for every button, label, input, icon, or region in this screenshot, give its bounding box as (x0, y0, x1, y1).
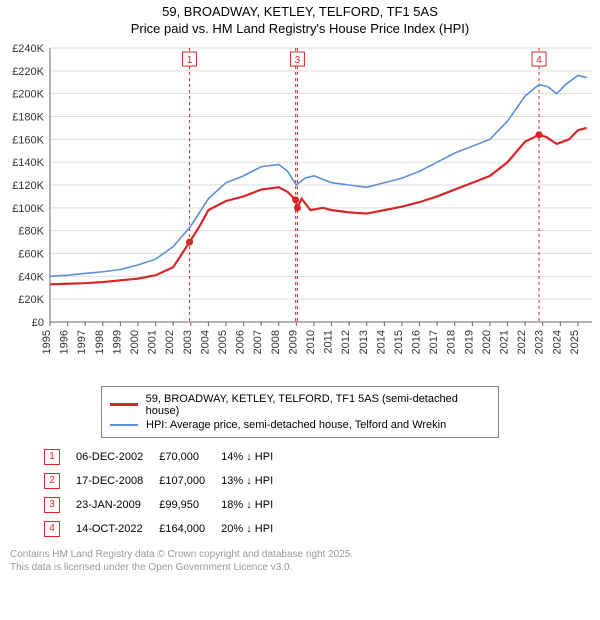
marker-delta: 13% ↓ HPI (221, 470, 287, 492)
y-tick-label: £240K (12, 43, 44, 55)
marker-delta: 20% ↓ HPI (221, 518, 287, 540)
x-tick-label: 2012 (340, 330, 352, 354)
chart-title-block: 59, BROADWAY, KETLEY, TELFORD, TF1 5AS P… (0, 0, 600, 40)
x-tick-label: 2020 (481, 330, 493, 354)
chart-area: £0 £20K £40K £60K £80K £100K £120K £140K £160K £1… (0, 40, 600, 380)
y-tick-label: £120K (12, 180, 44, 192)
marker-number: 2 (44, 473, 60, 489)
marker-price: £99,950 (159, 494, 219, 516)
x-tick-label: 2011 (323, 330, 335, 354)
x-tick-label: 2006 (235, 330, 247, 354)
x-tick-label: 2016 (411, 330, 423, 354)
x-tick-label: 2000 (129, 330, 141, 354)
chart-svg: £0 £20K £40K £60K £80K £100K £120K £140K £160K £1… (0, 40, 600, 380)
y-tick-label: £160K (12, 134, 44, 146)
table-row: 1 06-DEC-2002£70,00014% ↓ HPI (44, 446, 287, 468)
callout-number: 1 (187, 55, 193, 66)
y-tick-label: £60K (18, 248, 44, 260)
table-row: 3 23-JAN-2009£99,95018% ↓ HPI (44, 494, 287, 516)
x-tick-label: 1998 (94, 330, 106, 354)
marker-number: 4 (44, 521, 60, 537)
x-tick-label: 1997 (76, 330, 88, 354)
legend-swatch (110, 424, 138, 426)
x-tick-label: 2013 (358, 330, 370, 354)
legend-row: 59, BROADWAY, KETLEY, TELFORD, TF1 5AS (… (110, 393, 490, 417)
title-line-1: 59, BROADWAY, KETLEY, TELFORD, TF1 5AS (0, 4, 600, 21)
sale-dot (292, 196, 299, 203)
legend-label: HPI: Average price, semi-detached house,… (146, 419, 446, 431)
y-tick-label: £40K (18, 271, 44, 283)
series-price_paid (50, 128, 587, 284)
marker-number: 1 (44, 449, 60, 465)
x-tick-label: 2009 (287, 330, 299, 354)
x-tick-label: 2010 (305, 330, 317, 354)
marker-delta: 14% ↓ HPI (221, 446, 287, 468)
y-tick-label: £220K (12, 66, 44, 78)
x-tick-label: 2024 (551, 330, 563, 354)
x-tick-label: 2003 (182, 330, 194, 354)
y-tick-label: £20K (18, 294, 44, 306)
y-tick-label: £200K (12, 88, 44, 100)
x-tick-label: 2008 (270, 330, 282, 354)
legend-row: HPI: Average price, semi-detached house,… (110, 419, 490, 431)
x-tick-label: 2002 (164, 330, 176, 354)
callout-number: 3 (295, 55, 301, 66)
marker-date: 14-OCT-2022 (76, 518, 157, 540)
series-hpi (50, 75, 587, 276)
x-tick-label: 2017 (428, 330, 440, 354)
x-tick-label: 1999 (111, 330, 123, 354)
sale-dot (186, 238, 193, 245)
x-tick-label: 2004 (199, 330, 211, 354)
x-tick-label: 2021 (499, 330, 511, 354)
x-tick-label: 2018 (446, 330, 458, 354)
x-tick-label: 2001 (147, 330, 159, 354)
x-tick-label: 2014 (375, 330, 387, 354)
marker-date: 17-DEC-2008 (76, 470, 157, 492)
table-row: 4 14-OCT-2022£164,00020% ↓ HPI (44, 518, 287, 540)
x-tick-label: 1995 (41, 330, 53, 354)
marker-price: £164,000 (159, 518, 219, 540)
x-tick-label: 1996 (59, 330, 71, 354)
legend-swatch (110, 403, 138, 406)
title-line-2: Price paid vs. HM Land Registry's House … (0, 21, 600, 38)
x-tick-label: 2023 (534, 330, 546, 354)
x-tick-label: 2019 (463, 330, 475, 354)
x-tick-label: 2025 (569, 330, 581, 354)
footer-attribution: Contains HM Land Registry data © Crown c… (10, 548, 600, 574)
marker-date: 23-JAN-2009 (76, 494, 157, 516)
legend: 59, BROADWAY, KETLEY, TELFORD, TF1 5AS (… (101, 386, 499, 438)
callout-number: 4 (536, 55, 542, 66)
y-tick-label: £0 (32, 317, 44, 329)
sale-markers-table: 1 06-DEC-2002£70,00014% ↓ HPI 2 17-DEC-2008… (42, 444, 289, 542)
x-tick-label: 2007 (252, 330, 264, 354)
sale-dot (536, 131, 543, 138)
marker-price: £70,000 (159, 446, 219, 468)
marker-date: 06-DEC-2002 (76, 446, 157, 468)
y-tick-label: £80K (18, 225, 44, 237)
y-tick-label: £140K (12, 157, 44, 169)
legend-label: 59, BROADWAY, KETLEY, TELFORD, TF1 5AS (… (146, 393, 490, 417)
footer-line-2: This data is licensed under the Open Gov… (10, 561, 600, 574)
footer-line-1: Contains HM Land Registry data © Crown c… (10, 548, 600, 561)
y-tick-label: £180K (12, 111, 44, 123)
y-tick-label: £100K (12, 203, 44, 215)
x-tick-label: 2022 (516, 330, 528, 354)
marker-price: £107,000 (159, 470, 219, 492)
marker-delta: 18% ↓ HPI (221, 494, 287, 516)
sale-dot (294, 204, 301, 211)
x-tick-label: 2015 (393, 330, 405, 354)
x-tick-label: 2005 (217, 330, 229, 354)
table-row: 2 17-DEC-2008£107,00013% ↓ HPI (44, 470, 287, 492)
marker-number: 3 (44, 497, 60, 513)
